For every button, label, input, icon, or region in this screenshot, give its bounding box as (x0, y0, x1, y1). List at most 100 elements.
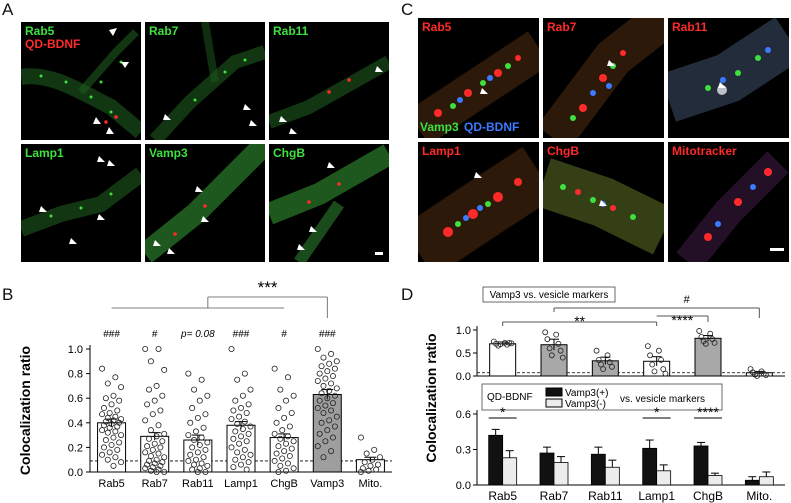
d-bottom-bar-chgb-neg (707, 475, 723, 486)
b-data-point (316, 397, 323, 404)
micrograph-c-rab7-image (543, 18, 664, 138)
b-data-point (189, 466, 196, 473)
b-data-point (275, 443, 282, 450)
micro-c-label-rab11: Rab11 (672, 20, 708, 34)
b-data-point (314, 345, 321, 352)
b-data-point (273, 419, 280, 426)
d-top-data-point (647, 352, 653, 359)
micrograph-rab7-image (149, 22, 265, 140)
b-data-point (290, 438, 297, 445)
d-x-tick-label: Rab7 (540, 489, 569, 503)
b-data-point (102, 437, 109, 444)
b-data-point (104, 429, 111, 436)
b-data-point (161, 430, 168, 437)
d-top-data-point (609, 363, 615, 370)
b-data-point (104, 380, 111, 387)
b-annotation: ### (319, 329, 336, 340)
b-data-point (329, 434, 336, 441)
b-data-point (247, 386, 254, 393)
d-top-data-point (649, 361, 656, 368)
b-data-point (326, 387, 333, 394)
d-bottom-bar-lamp1-pos (642, 447, 658, 486)
b-y-tick-label: 0.8 (68, 369, 83, 381)
b-y-axis-label: Colocalization ratio (17, 346, 33, 475)
b-data-point (283, 440, 290, 447)
b-data-point (314, 377, 321, 384)
b-data-point (114, 446, 121, 453)
b-data-point (281, 414, 288, 421)
b-data-point (100, 405, 107, 412)
d-top-data-point (651, 368, 658, 375)
b-data-point (149, 464, 156, 471)
b-data-point (324, 368, 331, 375)
d-top-significance-1: ** (574, 313, 585, 329)
b-data-point (104, 456, 111, 463)
micrograph-c-rab11: Rab11 (668, 18, 789, 138)
b-data-point (202, 468, 209, 475)
b-data-point (228, 444, 235, 451)
micrograph-rab5-image (21, 28, 141, 139)
b-data-point (239, 392, 246, 399)
micro-c-label-rab7: Rab7 (547, 20, 577, 34)
d-top-data-point (698, 333, 705, 340)
b-data-point (284, 433, 291, 440)
micro-c-label-vamp3: Vamp3 (420, 120, 459, 134)
b-data-point (328, 350, 335, 357)
b-data-point (318, 419, 325, 426)
b-data-point (328, 407, 335, 414)
d-top-y-tick-label: 1.0 (456, 325, 471, 337)
b-data-point (191, 386, 198, 393)
micrograph-c-chgb-image (543, 158, 664, 255)
d-top-title: Vamp3 vs. vesicle markers (490, 290, 609, 301)
b-data-point (108, 421, 115, 428)
micrograph-chgb-image (269, 144, 389, 262)
b-data-point (196, 441, 203, 448)
b-data-point (146, 435, 153, 442)
b-data-point (333, 413, 340, 420)
b-data-point (241, 446, 248, 453)
b-data-point (189, 444, 196, 451)
d-top-significance-2: **** (671, 312, 693, 328)
b-data-point (151, 440, 158, 447)
b-data-point (232, 456, 239, 463)
d-top-data-point (555, 340, 562, 347)
b-data-point (161, 366, 168, 373)
b-data-point (357, 434, 364, 441)
b-data-point (99, 427, 106, 434)
b-data-point (142, 465, 149, 472)
b-x-tick-label: Rab11 (182, 478, 214, 490)
b-data-point (194, 449, 201, 456)
b-data-point (147, 467, 154, 474)
d-bottom-legend-label: QD-BDNF (487, 392, 533, 403)
b-data-point (328, 380, 335, 387)
b-data-point (245, 401, 252, 408)
b-data-point (112, 374, 119, 381)
d-top-data-point (702, 340, 709, 347)
b-data-point (290, 465, 297, 472)
d-bottom-bar-lamp1-neg (656, 470, 672, 486)
b-data-point (232, 397, 239, 404)
b-data-point (237, 461, 244, 468)
b-data-point (144, 443, 151, 450)
b-data-point (236, 440, 243, 447)
b-data-point (320, 454, 327, 461)
micro-label-qd-bdnf: QD-BDNF (25, 37, 81, 51)
b-data-point (110, 417, 117, 424)
b-data-point (198, 376, 205, 383)
b-data-point (142, 449, 149, 456)
b-data-point (102, 418, 109, 425)
d-top-data-point (553, 331, 560, 338)
b-data-point (149, 411, 156, 418)
micrograph-chgb: ChgB (269, 144, 389, 262)
d-bottom-bar-mito-neg (758, 476, 774, 486)
d-top-data-point (542, 329, 549, 336)
b-data-point (376, 454, 383, 461)
d-bottom-significance: * (500, 404, 506, 420)
b-data-point (286, 453, 293, 460)
micrograph-c-rab5-image (418, 31, 539, 138)
b-data-point (159, 459, 166, 466)
b-data-point (283, 397, 290, 404)
b-data-point (241, 418, 248, 425)
b-data-point (204, 462, 211, 469)
